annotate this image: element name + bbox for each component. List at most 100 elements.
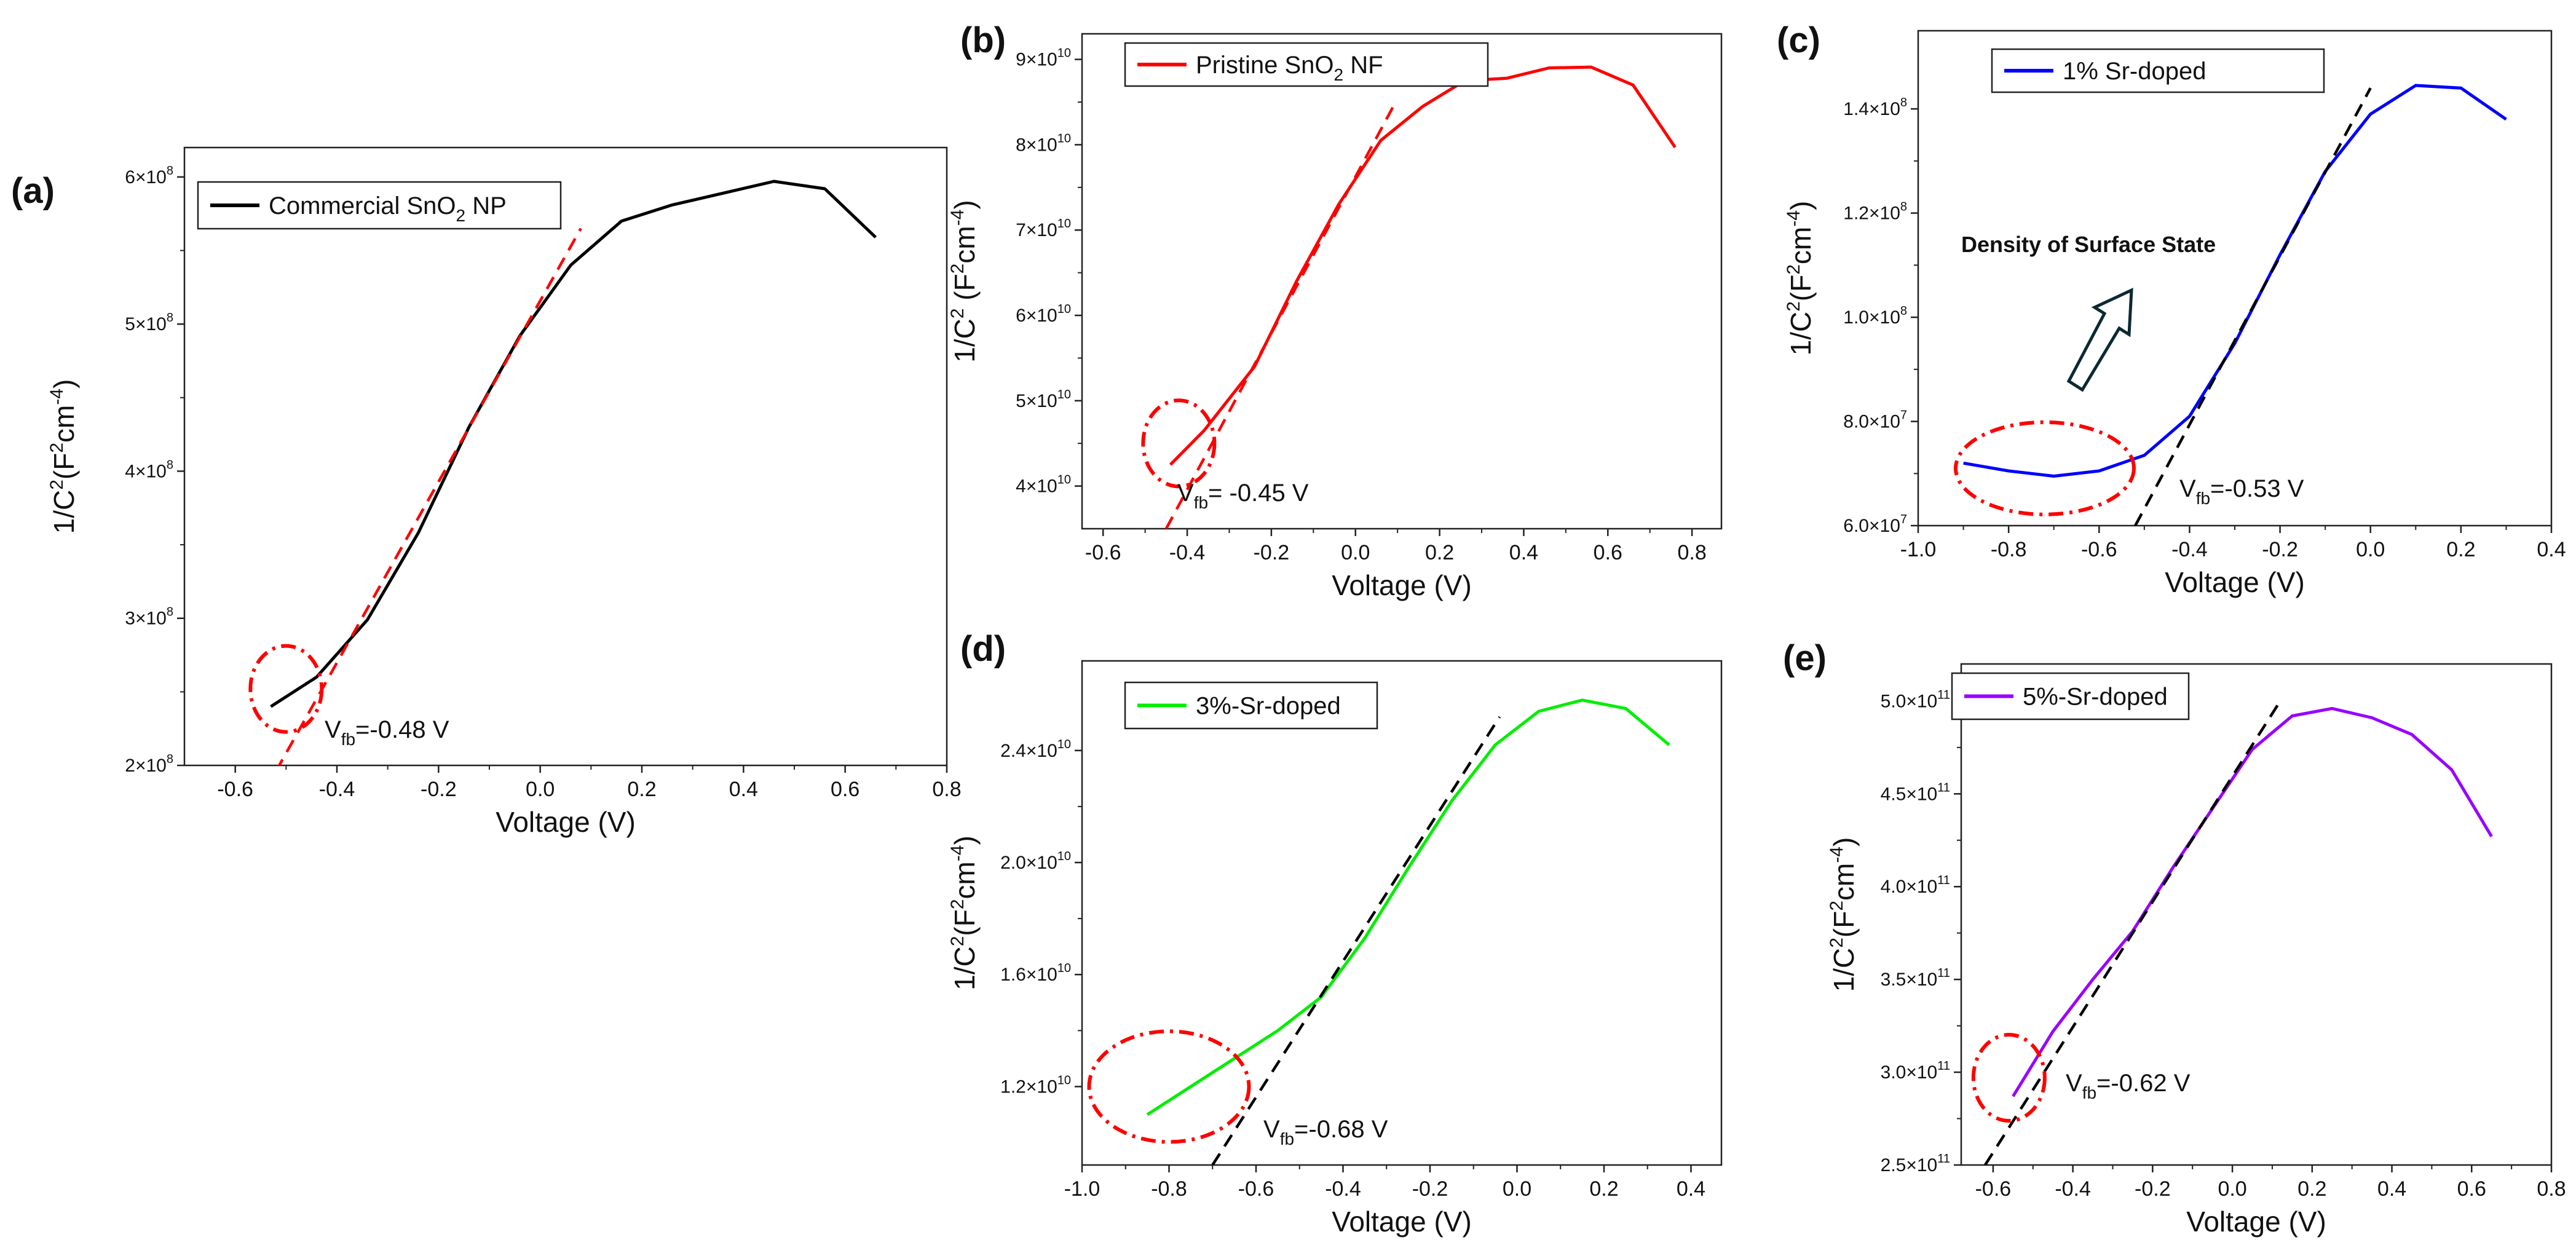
x-tick-label: -0.6 xyxy=(2081,538,2117,561)
plot-frame xyxy=(1960,663,2553,1166)
vfb-prefix: V xyxy=(1263,1116,1280,1143)
y-axis-title: 1/C2(F2cm-4) xyxy=(1827,837,1860,992)
y-title-mid: cm xyxy=(949,861,981,899)
x-tick-label: 0.6 xyxy=(831,778,859,801)
y-title-sup: -4 xyxy=(1827,847,1847,863)
y-tick-label: 1.0×108 xyxy=(1843,304,1907,328)
y-title-main: 1/C xyxy=(48,490,80,534)
x-tick-label: -0.4 xyxy=(2171,538,2208,561)
x-tick-label: -0.6 xyxy=(1085,541,1121,564)
x-tick-label: 0.4 xyxy=(1509,541,1538,564)
y-tick-mantissa: 3.0×10 xyxy=(1881,1062,1938,1083)
y-tick-mantissa: 3.5×10 xyxy=(1881,970,1938,990)
vfb-subscript: fb xyxy=(1280,1129,1294,1148)
y-title-mid: cm xyxy=(1785,227,1817,264)
y-tick-exponent: 8 xyxy=(1900,200,1907,214)
legend-label: 1% Sr-doped xyxy=(2063,58,2206,85)
y-tick-label: 2.5×1011 xyxy=(1881,1152,1950,1175)
vfb-subscript: fb xyxy=(2196,489,2210,508)
y-title-mid: (F xyxy=(48,453,80,480)
x-tick-label: -0.2 xyxy=(2262,538,2298,561)
surface-state-ellipse xyxy=(1971,1033,2047,1123)
vfb-value: =-0.53 V xyxy=(2210,475,2304,502)
y-tick-label: 6×108 xyxy=(125,164,173,188)
y-title-tail: ) xyxy=(949,200,981,209)
y-tick-exponent: 10 xyxy=(1057,1073,1071,1087)
y-tick-exponent: 8 xyxy=(167,311,173,325)
y-title-sup: 2 xyxy=(47,480,67,490)
x-tick-label: 0.4 xyxy=(2377,1177,2406,1201)
y-tick-label: 5×108 xyxy=(125,311,173,334)
y-tick-exponent: 10 xyxy=(1057,217,1071,231)
y-tick-label: 1.2×1010 xyxy=(1000,1073,1071,1097)
vfb-value: = -0.45 V xyxy=(1208,480,1309,507)
y-tick-exponent: 10 xyxy=(1057,850,1071,863)
y-tick-label: 3.0×1011 xyxy=(1881,1059,1950,1083)
y-title-sup: 2 xyxy=(947,308,968,318)
vfb-value: =-0.68 V xyxy=(1294,1116,1388,1143)
x-tick-label: 0.6 xyxy=(1594,541,1622,564)
series-line xyxy=(270,180,877,708)
vfb-subscript: fb xyxy=(2082,1083,2096,1102)
x-tick-label: -0.8 xyxy=(1151,1177,1187,1201)
fit-line xyxy=(1211,716,1501,1165)
x-axis-title: Voltage (V) xyxy=(1332,569,1472,601)
vfb-label: Vfb=-0.48 V xyxy=(325,716,449,749)
x-tick-label: -1.0 xyxy=(1064,1177,1100,1201)
y-tick-label: 6×1010 xyxy=(1016,302,1071,326)
y-title-mid: cm xyxy=(48,405,80,443)
x-tick-label: 0.8 xyxy=(1677,541,1706,564)
x-tick-label: 0.6 xyxy=(2457,1177,2486,1201)
panel-label: (e) xyxy=(1783,638,1827,678)
vfb-label: Vfb= -0.45 V xyxy=(1177,480,1309,512)
y-tick-label: 4×1010 xyxy=(1016,473,1071,497)
x-axis-title: Voltage (V) xyxy=(2165,566,2305,598)
y-tick-exponent: 8 xyxy=(1900,304,1907,318)
surface-state-label: Density of Surface State xyxy=(1961,232,2216,257)
x-tick-label: 0.4 xyxy=(2537,538,2566,561)
panel-b: (b)-0.6 -0.4 -0.2 0.0 0.2 0.4 0.6 0.84×10105×10… xyxy=(947,20,1723,601)
panel-e: (e)-0.6 -0.4 -0.2 0.0 0.2 0.4 0.6 0.82.5×10113.… xyxy=(1783,638,2566,1238)
y-tick-mantissa: 1.4×10 xyxy=(1843,99,1900,119)
y-title-sup: -4 xyxy=(1784,210,1804,227)
y-tick-mantissa: 6.0×10 xyxy=(1843,516,1900,536)
y-title-sup: 2 xyxy=(947,264,968,274)
x-axis-title: Voltage (V) xyxy=(2186,1206,2326,1238)
y-title-sup: 2 xyxy=(1827,901,1847,911)
legend-main: Commercial SnO xyxy=(269,192,456,219)
legend-label: 3%-Sr-doped xyxy=(1196,693,1341,720)
y-tick-mantissa: 4×10 xyxy=(125,461,167,481)
y-tick-label: 2.0×1010 xyxy=(1000,850,1071,873)
y-tick-mantissa: 5×10 xyxy=(125,314,167,334)
y-tick-exponent: 10 xyxy=(1057,388,1071,401)
y-tick-exponent: 11 xyxy=(1937,1152,1950,1166)
x-tick-label: 0.4 xyxy=(1677,1177,1705,1201)
legend-label: 5%-Sr-doped xyxy=(2023,684,2168,711)
panel-label: (c) xyxy=(1777,20,1820,60)
vfb-prefix: V xyxy=(1177,480,1194,507)
x-tick-label: 0.2 xyxy=(2297,1177,2326,1201)
x-tick-label: -0.4 xyxy=(319,778,355,801)
vfb-prefix: V xyxy=(2179,475,2196,502)
x-tick-label: 0.0 xyxy=(2356,538,2385,561)
y-tick-label: 4.0×1011 xyxy=(1881,874,1950,897)
y-tick-exponent: 11 xyxy=(1937,966,1950,980)
y-tick-label: 3×108 xyxy=(125,606,173,629)
y-tick-label: 8×1010 xyxy=(1016,132,1071,155)
y-tick-label: 8.0×107 xyxy=(1843,409,1907,432)
y-tick-label: 3.5×1011 xyxy=(1881,966,1950,990)
y-tick-exponent: 10 xyxy=(1057,738,1071,751)
y-tick-mantissa: 2×10 xyxy=(125,756,167,776)
surface-state-ellipse xyxy=(248,644,324,734)
legend-main: 5%-Sr-doped xyxy=(2023,684,2168,711)
panel-a: (a)-0.6 -0.4 -0.2 0.0 0.2 0.4 0.6 0.82×1083×108… xyxy=(11,146,962,838)
surface-state-ellipse xyxy=(1087,1029,1251,1144)
y-tick-label: 7×1010 xyxy=(1016,217,1071,240)
legend-label: Commercial SnO2 NP xyxy=(269,192,507,225)
y-tick-mantissa: 2.5×10 xyxy=(1881,1155,1938,1175)
y-title-main: 1/C xyxy=(949,318,981,363)
vfb-label: Vfb=-0.62 V xyxy=(2066,1070,2191,1102)
x-tick-label: -0.2 xyxy=(1412,1177,1448,1201)
y-tick-exponent: 8 xyxy=(167,752,173,766)
